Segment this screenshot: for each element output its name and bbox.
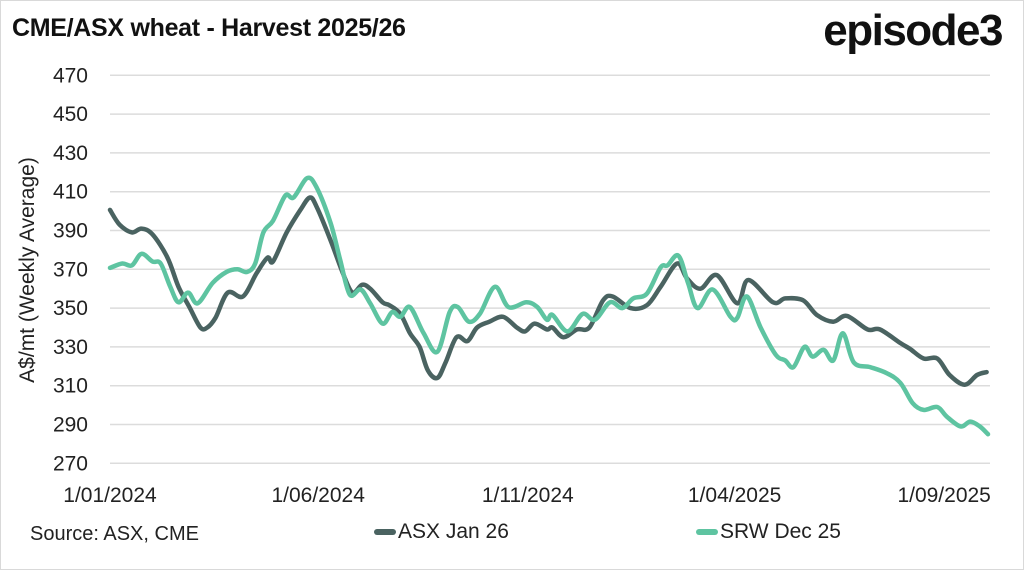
x-tick-label: 1/04/2025: [688, 484, 781, 507]
y-tick-label: 330: [53, 336, 88, 359]
source-note: Source: ASX, CME: [30, 523, 199, 545]
y-tick-label: 430: [53, 142, 88, 165]
chart-title: CME/ASX wheat - Harvest 2025/26: [12, 14, 406, 42]
y-tick-label: 470: [53, 64, 88, 87]
x-tick-label: 1/09/2025: [897, 484, 990, 507]
y-tick-label: 310: [53, 375, 88, 398]
gridlines: [110, 74, 990, 465]
series-lines: [107, 175, 991, 437]
legend-swatch-srw: [696, 529, 718, 535]
y-tick-label: 290: [53, 414, 88, 437]
x-axis-ticks: 1/01/2024 1/06/2024 1/11/2024 1/04/2025 1/09…: [63, 484, 991, 507]
episode3-logo: episode3: [823, 6, 1003, 55]
legend-swatch-asx: [374, 529, 396, 535]
y-tick-label: 370: [53, 258, 88, 281]
y-tick-label: 410: [53, 181, 88, 204]
y-tick-label: 450: [53, 103, 88, 126]
legend-label-asx: ASX Jan 26: [398, 520, 509, 543]
legend-item-srw: SRW Dec 25: [696, 520, 841, 544]
x-tick-label: 1/06/2024: [271, 484, 365, 507]
x-tick-label: 1/01/2024: [63, 484, 157, 507]
legend-item-asx: ASX Jan 26: [374, 520, 509, 544]
series-line-srw-dec-25: [107, 175, 991, 437]
y-tick-label: 350: [53, 297, 88, 320]
y-tick-label: 390: [53, 220, 88, 243]
legend-label-srw: SRW Dec 25: [720, 520, 841, 543]
y-tick-label: 270: [53, 452, 88, 475]
y-axis-label: A$/mt (Weekly Average): [16, 157, 39, 383]
x-tick-label: 1/11/2024: [482, 484, 574, 507]
y-axis-ticks: 470 450 430 410 390 370 350 330 310 290 270: [53, 64, 88, 475]
series-line-asx-jan-26: [107, 195, 989, 387]
